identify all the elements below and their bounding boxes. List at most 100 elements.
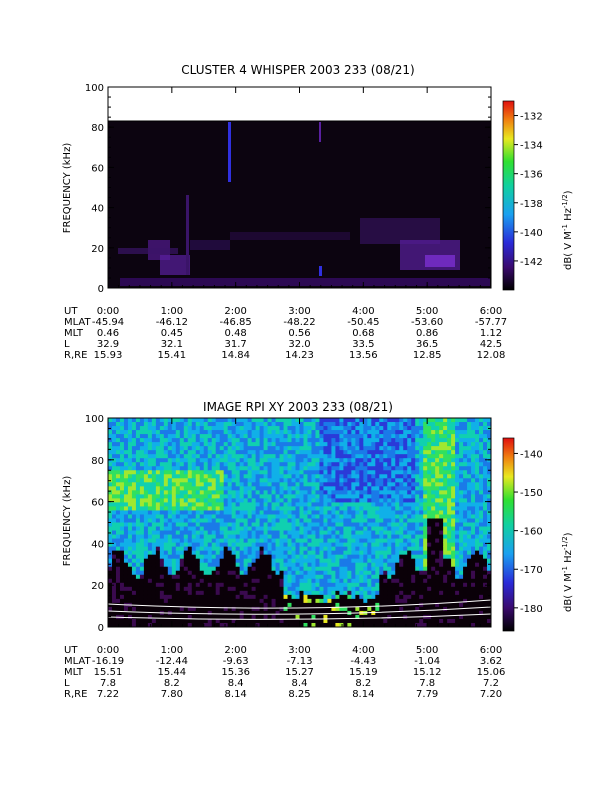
- spectrogram-cell: [291, 562, 296, 568]
- spectrogram-cell: [459, 566, 464, 572]
- spectrogram-cell: [271, 446, 276, 451]
- spectrogram-cell: [343, 474, 348, 479]
- spectrogram-cell: [419, 514, 424, 519]
- spectrogram-cell: [259, 598, 264, 604]
- spectrogram-cell: [187, 442, 193, 447]
- spectrogram-cell: [375, 550, 380, 556]
- spectrogram-cell: [367, 446, 372, 451]
- spectrogram-cell: [287, 526, 292, 531]
- spectrogram-cell: [227, 502, 233, 507]
- spectrogram-cell: [411, 426, 416, 431]
- spectrogram-cell: [163, 450, 169, 455]
- spectrogram-cell: [203, 486, 209, 491]
- spectrogram-cell: [335, 614, 340, 620]
- spectrogram-cell: [211, 462, 217, 467]
- spectrogram-cell: [259, 542, 264, 548]
- spectrogram-cell: [108, 550, 113, 556]
- spectrogram-cell: [355, 566, 360, 572]
- spectrogram-cell: [187, 418, 193, 423]
- spectrogram-cell: [279, 582, 284, 588]
- spectrogram-cell: [263, 562, 268, 568]
- spectrogram-cell: [435, 458, 440, 463]
- spectrogram-cell: [279, 522, 284, 527]
- spectrogram-cell: [447, 450, 452, 455]
- spectrogram-cell: [231, 482, 237, 487]
- spectrogram-cell: [411, 566, 416, 572]
- spectrogram-cell: [123, 514, 129, 519]
- spectrogram-cell: [343, 422, 348, 427]
- spectrogram-cell: [427, 582, 432, 588]
- spectrogram-cell: [455, 534, 460, 539]
- spectrogram-cell: [307, 442, 312, 447]
- spectrogram-cell: [387, 558, 392, 564]
- spectrogram-cell: [287, 590, 292, 596]
- spectrogram-cell: [219, 486, 225, 491]
- spectrogram-cell: [371, 442, 376, 447]
- spectrogram-cell: [195, 582, 201, 588]
- spectrogram-cell: [255, 454, 260, 459]
- spectrogram-cell: [447, 582, 452, 588]
- spectrogram-cell: [307, 482, 312, 487]
- spectrogram-cell: [427, 430, 432, 435]
- spectrogram-cell: [151, 486, 157, 491]
- spectrogram-cell: [251, 570, 257, 576]
- spectrogram-cell: [355, 426, 360, 431]
- spectrogram-cell: [111, 462, 117, 467]
- spectrogram-cell: [247, 570, 253, 576]
- spectrogram-cell: [443, 434, 448, 439]
- spectrogram-cell: [455, 590, 460, 596]
- spectrogram-cell: [243, 574, 249, 580]
- spectrogram-cell: [387, 498, 392, 503]
- spectrogram-cell: [411, 506, 416, 511]
- spectrogram-cell: [151, 494, 157, 499]
- spectrogram-cell: [275, 418, 280, 423]
- spectrogram-cell: [179, 614, 185, 620]
- spectrogram-cell: [315, 498, 320, 503]
- spectrogram-cell: [307, 582, 312, 588]
- spectrogram-cell: [187, 578, 193, 584]
- spectrogram-cell: [455, 570, 460, 576]
- spectrogram-cell: [255, 450, 260, 455]
- spectrogram-cell: [171, 526, 177, 531]
- spectrogram-cell: [143, 614, 149, 620]
- spectrogram-cell: [287, 554, 292, 560]
- spectrogram-cell: [179, 570, 185, 576]
- spectrogram-cell: [471, 578, 476, 584]
- spectrogram-cell: [423, 582, 428, 588]
- spectrogram-cell: [379, 446, 384, 451]
- spectrogram-cell: [311, 474, 316, 479]
- spectrogram-cell: [335, 558, 340, 564]
- spectrogram-cell: [351, 542, 356, 548]
- spectrogram-cell: [211, 490, 217, 495]
- spectrogram-cell: [367, 438, 372, 443]
- spectrogram-cell: [207, 518, 213, 523]
- spectrogram-cell: [207, 522, 213, 527]
- spectrogram-cell: [451, 526, 456, 531]
- spectrogram-cell: [323, 558, 328, 564]
- spectrogram-cell: [407, 506, 412, 511]
- spectrogram-cell: [207, 586, 213, 592]
- spectrogram-cell: [243, 530, 249, 535]
- spectrogram-cell: [119, 498, 125, 503]
- spectrogram-cell: [199, 430, 205, 435]
- spectrogram-cell: [447, 438, 452, 443]
- spectrogram-cell: [207, 526, 213, 531]
- spectrogram-cell: [151, 506, 157, 511]
- spectrogram-cell: [311, 562, 316, 568]
- spectrogram-cell: [175, 622, 181, 627]
- spectrogram-cell: [143, 434, 149, 439]
- spectrogram-cell: [119, 434, 125, 439]
- spectrogram-cell: [167, 466, 173, 471]
- spectrogram-cell: [291, 422, 296, 427]
- spectrogram-cell: [319, 602, 324, 608]
- spectrogram-cell: [303, 514, 308, 519]
- spectrogram-cell: [263, 494, 268, 499]
- x-axis: [107, 87, 492, 288]
- spectrogram-cell: [251, 614, 257, 620]
- spectrogram-cell: [359, 594, 364, 600]
- spectrogram-cell: [135, 418, 141, 423]
- spectrogram-cell: [355, 514, 360, 519]
- spectrogram-cell: [251, 602, 257, 608]
- spectrogram-cell: [123, 606, 129, 612]
- spectrogram-cell: [463, 590, 468, 596]
